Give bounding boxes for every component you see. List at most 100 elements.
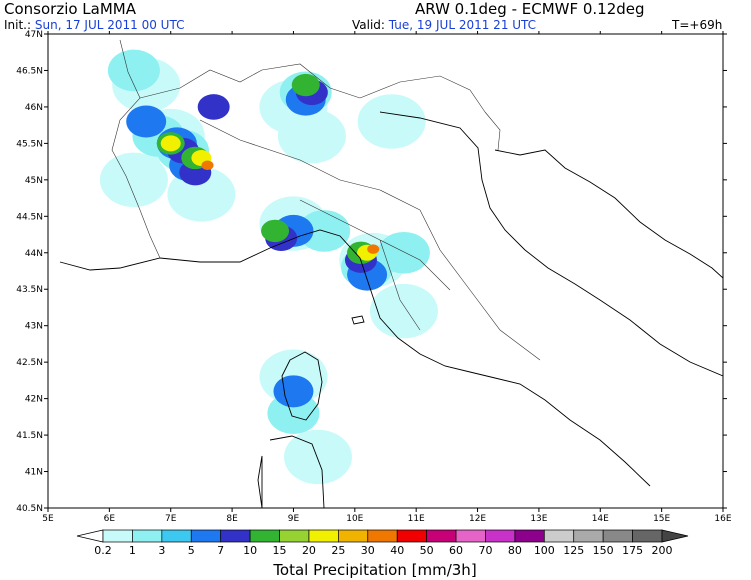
lat-tick-label: 43.5N	[16, 285, 43, 295]
lat-tick-label: 41N	[25, 468, 43, 478]
valid-value: Tue, 19 JUL 2011 21 UTC	[388, 18, 537, 32]
precip-cell	[273, 375, 314, 408]
precip-cell	[107, 49, 160, 92]
valid-info: Valid: Tue, 19 JUL 2011 21 UTC	[352, 18, 536, 32]
precip-cell	[99, 152, 168, 208]
init-label: Init.:	[4, 18, 32, 32]
lon-tick-label: 13E	[530, 514, 547, 524]
lon-tick-label: 7E	[165, 514, 177, 524]
colorbar-arrow-right	[661, 529, 689, 543]
precip-cell	[160, 135, 181, 152]
colorbar-segment	[308, 529, 339, 543]
colorbar-segment	[485, 529, 516, 543]
lat-tick-label: 43N	[25, 322, 43, 332]
colorbar-segment	[514, 529, 545, 543]
colorbar-level-label: 40	[390, 544, 404, 557]
colorbar-level-label: 80	[508, 544, 522, 557]
model-title: ARW 0.1deg - ECMWF 0.12deg	[415, 0, 645, 18]
border-austria-italy	[359, 75, 486, 113]
latitude-axis: 47N 46.5N 46N 45.5N 45N 44.5N 44N 43.5N 43N 42.5N…	[16, 30, 727, 514]
border-switzerland-italy	[139, 63, 361, 99]
colorbar-segment	[632, 529, 663, 543]
forecast-step: T=+69h	[672, 18, 723, 32]
lon-tick-label: 5E	[42, 514, 54, 524]
lat-tick-label: 45N	[25, 176, 43, 186]
colorbar-level-label: 1	[129, 544, 136, 557]
border-slovenia	[484, 111, 501, 151]
lon-tick-label: 9E	[288, 514, 300, 524]
colorbar-segment	[249, 529, 280, 543]
colorbar-segment	[367, 529, 398, 543]
lat-tick-label: 46N	[25, 103, 43, 113]
lat-tick-label: 42N	[25, 395, 43, 405]
colorbar-level-label: 100	[534, 544, 555, 557]
colorbar-segment	[543, 529, 575, 543]
lon-tick-label: 6E	[104, 514, 116, 524]
coastline-elba	[351, 315, 365, 325]
colorbar-segment	[102, 529, 133, 543]
colorbar-segment	[279, 529, 310, 543]
org-title: Consorzio LaMMA	[4, 0, 136, 18]
colorbar-level-label: 50	[420, 544, 434, 557]
colorbar-level-label: 7	[217, 544, 224, 557]
lon-tick-label: 14E	[592, 514, 609, 524]
colorbar-segment	[426, 529, 457, 543]
precipitation-field	[99, 49, 438, 485]
colorbar-level-label: 5	[188, 544, 195, 557]
lon-tick-label: 12E	[469, 514, 486, 524]
colorbar-level-label: 125	[563, 544, 584, 557]
coastlines	[59, 111, 723, 508]
colorbar-segment	[338, 529, 369, 543]
precip-cell	[377, 231, 430, 274]
legend-title: Total Precipitation [mm/3h]	[272, 561, 476, 579]
coastline-adriatic	[379, 111, 723, 377]
lat-tick-label: 44N	[25, 249, 43, 259]
colorbar-arrow-left	[76, 529, 104, 543]
border-france-italy	[111, 39, 161, 259]
precip-cell	[367, 244, 380, 254]
init-value: Sun, 17 JUL 2011 00 UTC	[34, 18, 185, 32]
precip-cell	[126, 105, 167, 138]
lat-tick-label: 46.5N	[16, 66, 43, 76]
precip-cell	[291, 73, 320, 97]
lat-tick-label: 45.5N	[16, 139, 43, 149]
colorbar-segment	[132, 529, 163, 543]
colorbar-level-label: 0.2	[94, 544, 112, 557]
coastline-corsica	[281, 351, 323, 421]
lat-tick-label: 40.5N	[16, 504, 43, 514]
init-info: Init.: Sun, 17 JUL 2011 00 UTC	[4, 18, 184, 32]
colorbar-labels: 0.2 1 3 5 7 10 15 20 25 30 40 50 60 70 80 100 125 150 175 2…	[94, 544, 672, 557]
colorbar-segment	[573, 529, 604, 543]
colorbar-level-label: 25	[331, 544, 345, 557]
lat-tick-label: 42.5N	[16, 358, 43, 368]
colorbar-level-label: 60	[449, 544, 463, 557]
colorbar-level-label: 70	[478, 544, 492, 557]
precip-cell	[369, 283, 438, 339]
lat-tick-label: 44.5N	[16, 212, 43, 222]
colorbar-level-label: 3	[158, 544, 165, 557]
colorbar-segment	[161, 529, 192, 543]
borders	[111, 39, 541, 361]
lat-tick-label: 41.5N	[16, 431, 43, 441]
colorbar-level-label: 150	[593, 544, 614, 557]
precip-cell	[201, 160, 214, 171]
lon-tick-label: 11E	[408, 514, 425, 524]
coastline-ligurian	[59, 229, 651, 487]
colorbar-segment	[220, 529, 251, 543]
coastline-croatia	[494, 149, 723, 279]
colorbar-level-label: 30	[361, 544, 375, 557]
precip-colorbar	[76, 529, 689, 543]
lon-tick-label: 15E	[653, 514, 670, 524]
lon-tick-label: 8E	[226, 514, 238, 524]
map-frame	[47, 33, 724, 509]
lat-tick-label: 47N	[25, 30, 43, 40]
colorbar-level-label: 15	[273, 544, 287, 557]
longitude-axis: 5E 6E 7E 8E 9E 10E 11E 12E 13E 14E 15E 16E	[42, 31, 732, 524]
precip-cell	[197, 94, 230, 120]
valid-label: Valid:	[352, 18, 385, 32]
colorbar-level-label: 10	[243, 544, 257, 557]
colorbar-level-label: 200	[652, 544, 673, 557]
lon-tick-label: 10E	[346, 514, 363, 524]
colorbar-level-label: 175	[622, 544, 643, 557]
